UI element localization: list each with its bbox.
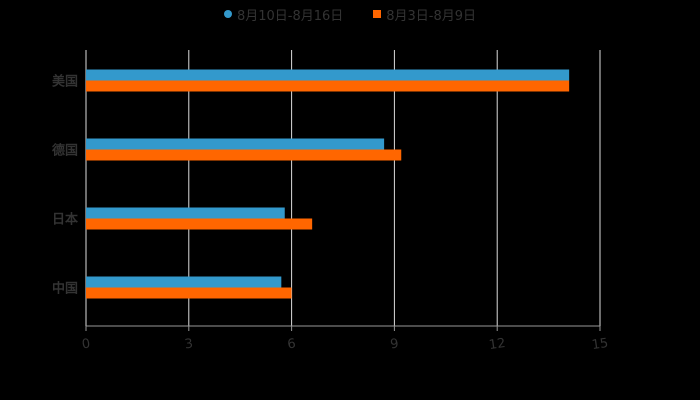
category-label: 中国 xyxy=(52,281,78,297)
category-label: 德国 xyxy=(52,143,78,159)
bar-2[interactable] xyxy=(86,218,313,230)
category-label: 日本 xyxy=(52,212,78,228)
bar-1[interactable] xyxy=(86,207,285,219)
x-tick-label: 12 xyxy=(488,336,506,353)
legend-label: 8月10日-8月16日 xyxy=(236,8,344,24)
bar-1[interactable] xyxy=(86,276,282,288)
bar-2[interactable] xyxy=(86,80,570,92)
legend-square-icon xyxy=(373,10,382,18)
x-tick-label: 15 xyxy=(591,336,609,353)
bar-1[interactable] xyxy=(86,138,385,150)
bar-1[interactable] xyxy=(86,69,570,81)
legend-circle-icon xyxy=(223,10,232,18)
x-tick-label: 6 xyxy=(287,336,297,352)
legend-item-series-2[interactable]: 8月3日-8月9日 xyxy=(373,5,477,24)
bar-2[interactable] xyxy=(86,149,402,161)
legend-item-series-1[interactable]: 8月10日-8月16日 xyxy=(223,5,344,24)
bar-2[interactable] xyxy=(86,287,292,299)
x-tick-label: 0 xyxy=(81,336,91,352)
category-label: 美国 xyxy=(52,74,78,90)
x-tick-label: 3 xyxy=(184,336,194,352)
x-tick-label: 9 xyxy=(389,336,399,352)
chart-legend: 8月10日-8月16日 8月3日-8月9日 xyxy=(0,5,700,24)
legend-label: 8月3日-8月9日 xyxy=(386,8,477,24)
